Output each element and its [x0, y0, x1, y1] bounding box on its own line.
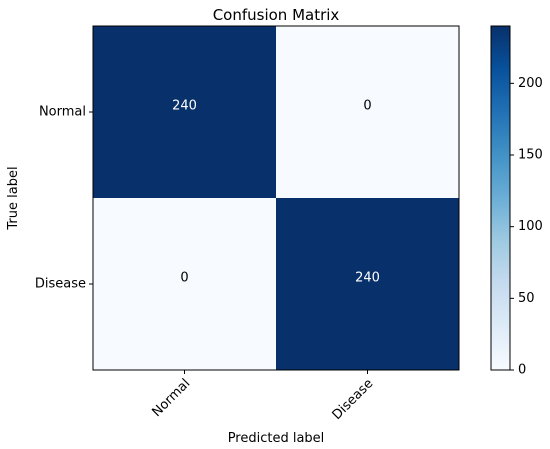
y-tick-label: Normal: [39, 105, 86, 120]
y-axis-label: True label: [6, 166, 21, 230]
colorbar-gradient: [490, 25, 511, 371]
matrix-cell: [276, 198, 459, 370]
x-tick-label: Normal: [149, 376, 193, 420]
chart-title: Confusion Matrix: [213, 6, 340, 24]
cell-value-label: 0: [363, 99, 371, 114]
colorbar-tick-label: 50: [518, 291, 535, 306]
colorbar-tick-label: 0: [518, 363, 526, 378]
cell-value-label: 0: [180, 271, 188, 286]
matrix-cells: 240 0 0 240: [93, 26, 459, 370]
y-tick-label: Disease: [35, 277, 86, 292]
colorbar: 0 50 100 150 200: [490, 25, 543, 378]
colorbar-tick-label: 100: [518, 219, 543, 234]
colorbar-tick-label: 150: [518, 148, 543, 163]
matrix-cell: [93, 26, 276, 198]
cell-value-label: 240: [355, 271, 380, 286]
x-axis-label: Predicted label: [228, 431, 325, 446]
plot-frame: [92, 25, 460, 371]
cell-value-label: 240: [172, 99, 197, 114]
matrix-cell: [276, 26, 459, 198]
x-tick-label: Disease: [330, 376, 377, 423]
matrix-cell: [93, 198, 276, 370]
colorbar-tick-label: 200: [518, 76, 543, 91]
